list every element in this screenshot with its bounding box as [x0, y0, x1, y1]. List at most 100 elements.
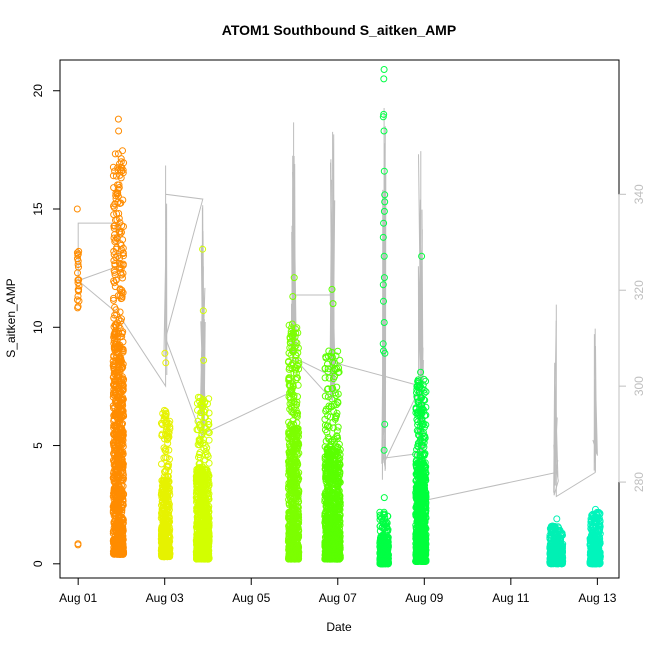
data-point [111, 150, 119, 158]
data-point [74, 279, 82, 287]
data-point [112, 216, 119, 224]
data-point [111, 261, 119, 269]
data-point [119, 527, 127, 535]
data-point [117, 361, 125, 369]
data-point [291, 555, 299, 562]
data-point [119, 500, 127, 508]
data-point [112, 253, 120, 261]
data-point [109, 402, 117, 410]
data-point [114, 185, 122, 193]
data-point [158, 508, 166, 516]
chart-title: ATOM1 Southbound S_aitken_AMP [222, 22, 456, 38]
data-point [164, 473, 172, 480]
data-point [116, 254, 124, 262]
data-point [292, 342, 300, 350]
data-point [110, 184, 118, 192]
data-point [199, 245, 207, 253]
data-point [162, 407, 170, 415]
data-point [164, 484, 172, 492]
data-point [119, 469, 127, 477]
data-point [205, 472, 213, 480]
data-point [293, 426, 301, 434]
data-point [166, 537, 174, 545]
data-point [285, 381, 293, 389]
data-point [287, 451, 295, 459]
data-point [166, 417, 174, 425]
data-point [294, 393, 301, 401]
data-point [162, 430, 169, 438]
secondary-line-burst [381, 126, 387, 480]
data-point [118, 286, 126, 294]
data-point [160, 480, 168, 488]
data-point [112, 306, 120, 314]
data-point [288, 426, 296, 434]
data-point [164, 553, 172, 561]
data-point [205, 436, 213, 444]
data-point [290, 550, 298, 557]
data-point [290, 524, 298, 532]
data-point [205, 533, 213, 541]
series-cluster [157, 349, 174, 561]
data-point [289, 346, 297, 354]
data-point [111, 377, 119, 385]
data-point [203, 518, 211, 526]
data-point [117, 357, 125, 365]
data-point [194, 441, 202, 449]
data-point [159, 547, 167, 555]
data-point [111, 436, 119, 443]
data-point [160, 488, 168, 496]
series-cluster [109, 115, 128, 558]
data-point [118, 523, 126, 531]
data-point [294, 430, 302, 438]
data-point [205, 429, 213, 437]
secondary-line-burst [553, 320, 559, 496]
data-point [201, 487, 208, 495]
data-point [205, 539, 213, 547]
data-point [292, 369, 300, 377]
data-point [285, 376, 293, 384]
data-point [114, 292, 122, 300]
data-point [196, 424, 204, 432]
data-point [289, 454, 297, 462]
data-point [197, 499, 205, 507]
data-point [161, 499, 169, 507]
data-point [110, 267, 118, 274]
data-point [118, 364, 126, 372]
data-point [198, 409, 206, 417]
data-point [287, 351, 295, 359]
data-point [120, 223, 127, 230]
data-point [288, 468, 296, 476]
secondary-line-burst [290, 155, 297, 363]
data-point [160, 412, 168, 420]
data-point [114, 319, 121, 327]
data-point [114, 408, 122, 416]
data-point [74, 303, 82, 310]
data-point [293, 504, 301, 512]
series-cluster [73, 205, 83, 549]
data-point [287, 525, 295, 533]
data-point [205, 459, 213, 467]
data-point [285, 496, 293, 504]
data-point [201, 553, 209, 561]
data-point [286, 538, 294, 546]
data-point [293, 374, 300, 382]
data-point [195, 485, 203, 493]
data-point [290, 394, 298, 401]
data-point [293, 471, 301, 479]
data-point [195, 451, 203, 458]
data-point [74, 269, 81, 277]
data-point [292, 366, 299, 374]
data-point [112, 396, 120, 404]
data-point [111, 472, 119, 480]
data-point [111, 544, 119, 552]
data-point [285, 418, 293, 426]
data-point [194, 521, 201, 529]
data-point [111, 501, 119, 509]
data-point [290, 398, 298, 406]
data-point [119, 250, 127, 257]
data-point [161, 446, 169, 454]
data-point [110, 204, 118, 212]
data-point [292, 522, 300, 530]
data-point [119, 482, 127, 490]
data-point [202, 533, 209, 541]
